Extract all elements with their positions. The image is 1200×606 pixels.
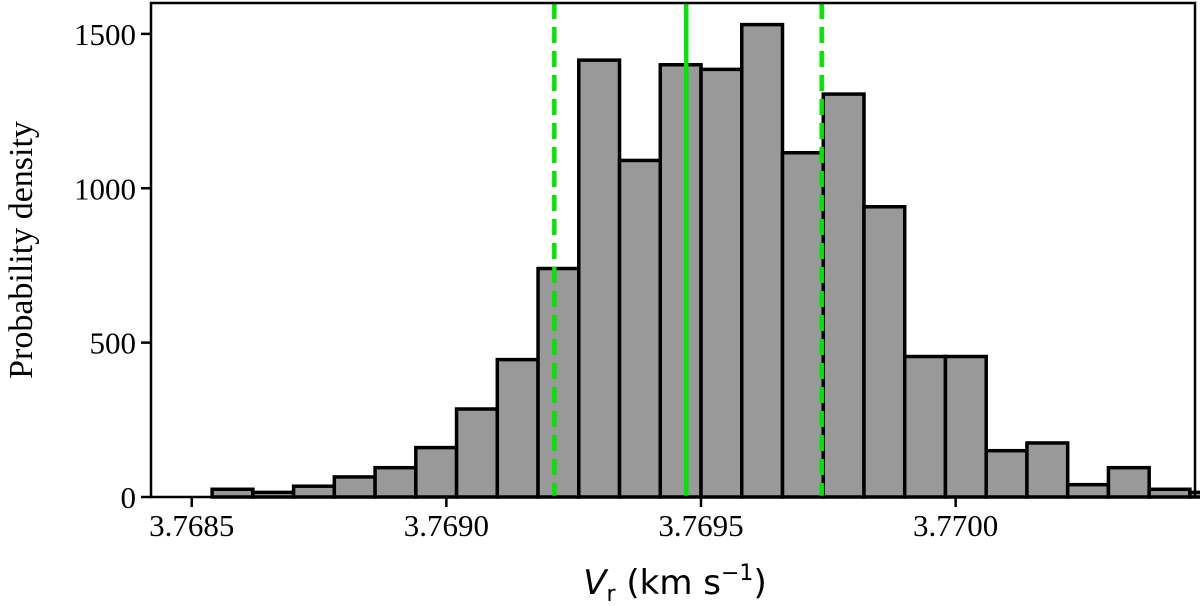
x-tick-label-3: 3.7700 bbox=[913, 508, 998, 543]
x-axis-label-symbol: V bbox=[583, 563, 609, 603]
reference-lines bbox=[552, 3, 824, 497]
x-axis-label: Vr (km s−1) bbox=[583, 561, 766, 606]
x-axis-label-unit: (km s bbox=[616, 563, 721, 603]
histogram-bar-15 bbox=[821, 92, 866, 499]
histogram-bar-3 bbox=[332, 475, 377, 499]
histogram-bar-18 bbox=[943, 354, 988, 499]
histogram-bar-12 bbox=[699, 67, 744, 499]
x-axis-label-close: ) bbox=[753, 563, 766, 603]
y-axis-ticks: 0 500 1000 1500 bbox=[74, 17, 151, 515]
histogram-bar-14 bbox=[780, 150, 825, 499]
histogram-bar-8 bbox=[536, 266, 581, 499]
y-tick-label-2: 1000 bbox=[74, 171, 136, 206]
histogram-bar-4 bbox=[373, 465, 418, 499]
x-axis-label-subscript: r bbox=[607, 582, 617, 606]
histogram-bar-22 bbox=[1106, 465, 1151, 499]
histogram-bar-2 bbox=[291, 484, 337, 499]
histogram-bar-9 bbox=[577, 58, 622, 499]
histogram-bar-17 bbox=[902, 354, 948, 499]
y-axis-label: Probability density bbox=[3, 121, 40, 379]
histogram-bar-5 bbox=[414, 445, 459, 499]
histogram-bar-6 bbox=[454, 407, 500, 499]
histogram-bar-13 bbox=[740, 22, 785, 499]
plot-frame bbox=[149, 1, 1197, 499]
histogram-bar-16 bbox=[862, 205, 907, 499]
y-tick-label-1: 500 bbox=[90, 326, 137, 361]
histogram-bar-19 bbox=[984, 448, 1029, 499]
x-tick-label-1: 3.7690 bbox=[404, 508, 489, 543]
y-tick-label-3: 1500 bbox=[74, 17, 136, 52]
histogram-bar-11 bbox=[658, 63, 703, 499]
histogram-bar-10 bbox=[617, 158, 663, 499]
x-axis-ticks: 3.7685 3.7690 3.7695 3.7700 bbox=[149, 497, 998, 543]
y-tick-label-0: 0 bbox=[121, 480, 137, 515]
x-axis-label-exponent: −1 bbox=[721, 561, 753, 586]
x-tick-label-2: 3.7695 bbox=[658, 508, 743, 543]
x-tick-label-0: 3.7685 bbox=[149, 508, 234, 543]
histogram-bar-21 bbox=[1065, 482, 1111, 499]
histogram-bar-20 bbox=[1025, 441, 1070, 499]
histogram-bars bbox=[210, 22, 1200, 499]
histogram-bar-7 bbox=[495, 357, 540, 499]
